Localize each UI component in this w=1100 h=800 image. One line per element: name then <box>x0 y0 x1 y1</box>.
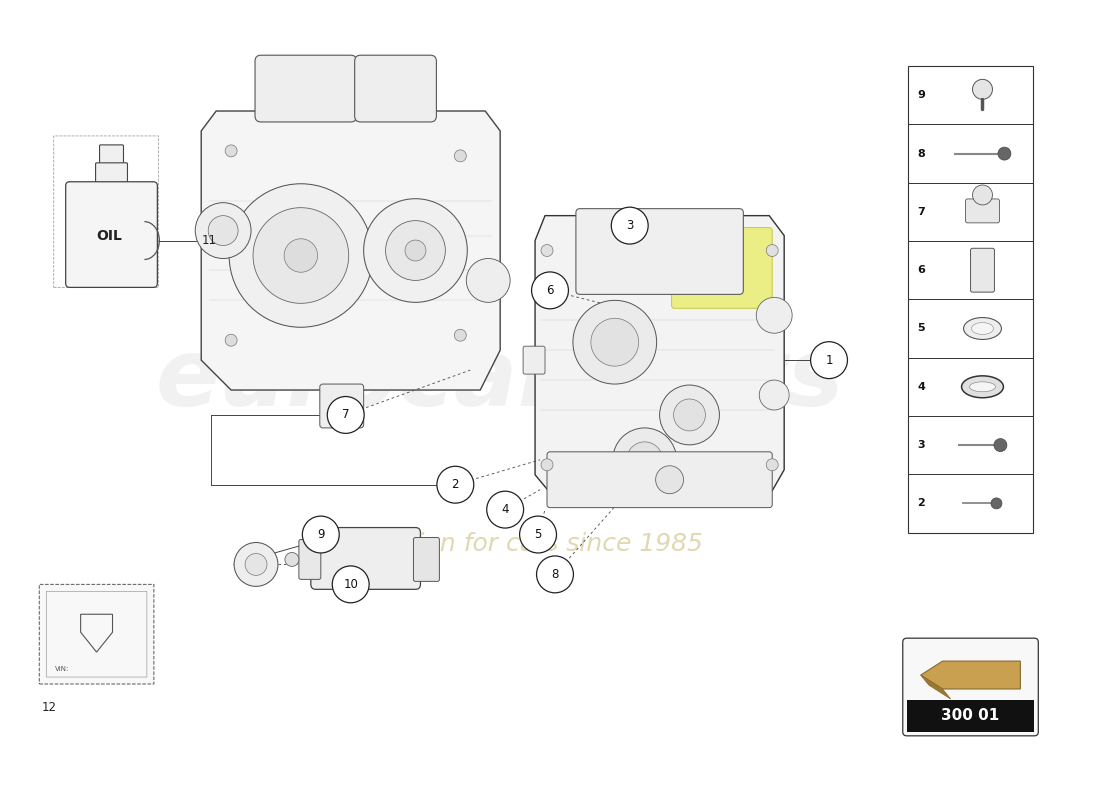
Text: 4: 4 <box>502 503 509 516</box>
Circle shape <box>757 298 792 334</box>
Ellipse shape <box>969 382 996 392</box>
Ellipse shape <box>964 318 1001 339</box>
Text: 5: 5 <box>535 528 541 541</box>
Text: eurocarparts: eurocarparts <box>156 334 845 426</box>
Circle shape <box>454 150 466 162</box>
Text: 9: 9 <box>917 90 925 100</box>
Polygon shape <box>201 111 500 390</box>
FancyBboxPatch shape <box>96 163 128 189</box>
Circle shape <box>519 516 557 553</box>
FancyBboxPatch shape <box>320 384 364 428</box>
FancyBboxPatch shape <box>672 228 772 308</box>
Circle shape <box>364 198 468 302</box>
Circle shape <box>573 300 657 384</box>
Circle shape <box>767 245 778 257</box>
Circle shape <box>285 553 299 566</box>
Circle shape <box>991 498 1002 509</box>
Circle shape <box>486 491 524 528</box>
Bar <box>906 700 1034 732</box>
Text: a passion for cars since 1985: a passion for cars since 1985 <box>338 533 703 557</box>
Bar <box>909 66 1033 533</box>
FancyBboxPatch shape <box>414 538 439 582</box>
Circle shape <box>229 184 373 327</box>
FancyBboxPatch shape <box>966 199 1000 223</box>
FancyBboxPatch shape <box>576 209 744 294</box>
Circle shape <box>759 380 789 410</box>
FancyBboxPatch shape <box>66 182 157 287</box>
Polygon shape <box>535 216 784 505</box>
Text: 9: 9 <box>317 528 324 541</box>
Circle shape <box>541 245 553 257</box>
Text: 2: 2 <box>452 478 459 491</box>
Circle shape <box>998 147 1011 160</box>
Ellipse shape <box>971 322 993 334</box>
Circle shape <box>994 438 1006 451</box>
FancyBboxPatch shape <box>524 346 544 374</box>
Circle shape <box>811 342 847 378</box>
Circle shape <box>245 554 267 575</box>
FancyBboxPatch shape <box>903 638 1038 736</box>
Circle shape <box>537 556 573 593</box>
Circle shape <box>660 385 719 445</box>
Circle shape <box>656 466 683 494</box>
Text: 1: 1 <box>825 354 833 366</box>
Circle shape <box>466 258 510 302</box>
Circle shape <box>612 207 648 244</box>
Text: 8: 8 <box>917 149 925 158</box>
Text: VIN:: VIN: <box>55 666 69 672</box>
Polygon shape <box>921 661 1021 689</box>
Circle shape <box>541 458 553 470</box>
FancyBboxPatch shape <box>255 55 356 122</box>
Ellipse shape <box>961 376 1003 398</box>
Text: 6: 6 <box>547 284 553 297</box>
Circle shape <box>454 330 466 342</box>
FancyBboxPatch shape <box>354 55 437 122</box>
Circle shape <box>328 397 364 434</box>
FancyBboxPatch shape <box>970 248 994 292</box>
Polygon shape <box>921 675 950 699</box>
Circle shape <box>332 566 370 602</box>
Text: 8: 8 <box>551 568 559 581</box>
Circle shape <box>226 145 238 157</box>
Text: 5: 5 <box>917 323 925 334</box>
Circle shape <box>437 466 474 503</box>
FancyBboxPatch shape <box>100 145 123 167</box>
Text: 10: 10 <box>343 578 359 591</box>
FancyBboxPatch shape <box>547 452 772 508</box>
Circle shape <box>591 318 639 366</box>
FancyBboxPatch shape <box>40 584 154 684</box>
Text: 2: 2 <box>917 498 925 508</box>
Circle shape <box>253 208 349 303</box>
Text: 11: 11 <box>201 234 217 247</box>
Circle shape <box>767 458 778 470</box>
Circle shape <box>673 399 705 431</box>
Circle shape <box>234 542 278 586</box>
Circle shape <box>531 272 569 309</box>
Text: 7: 7 <box>917 207 925 217</box>
Circle shape <box>284 238 318 272</box>
Circle shape <box>972 79 992 99</box>
Text: 300 01: 300 01 <box>942 708 1000 723</box>
Text: 12: 12 <box>42 701 56 714</box>
Circle shape <box>613 428 676 492</box>
Text: 4: 4 <box>917 382 925 392</box>
Text: 3: 3 <box>626 219 634 232</box>
Circle shape <box>208 216 238 246</box>
Text: 3: 3 <box>917 440 925 450</box>
Circle shape <box>302 516 339 553</box>
Circle shape <box>405 240 426 261</box>
Circle shape <box>972 185 992 205</box>
Circle shape <box>386 221 446 281</box>
Circle shape <box>195 202 251 258</box>
FancyBboxPatch shape <box>311 527 420 590</box>
Circle shape <box>226 334 238 346</box>
Text: 7: 7 <box>342 409 350 422</box>
Text: 6: 6 <box>917 266 925 275</box>
Text: OIL: OIL <box>97 229 122 242</box>
FancyBboxPatch shape <box>299 539 321 579</box>
Circle shape <box>627 442 662 478</box>
